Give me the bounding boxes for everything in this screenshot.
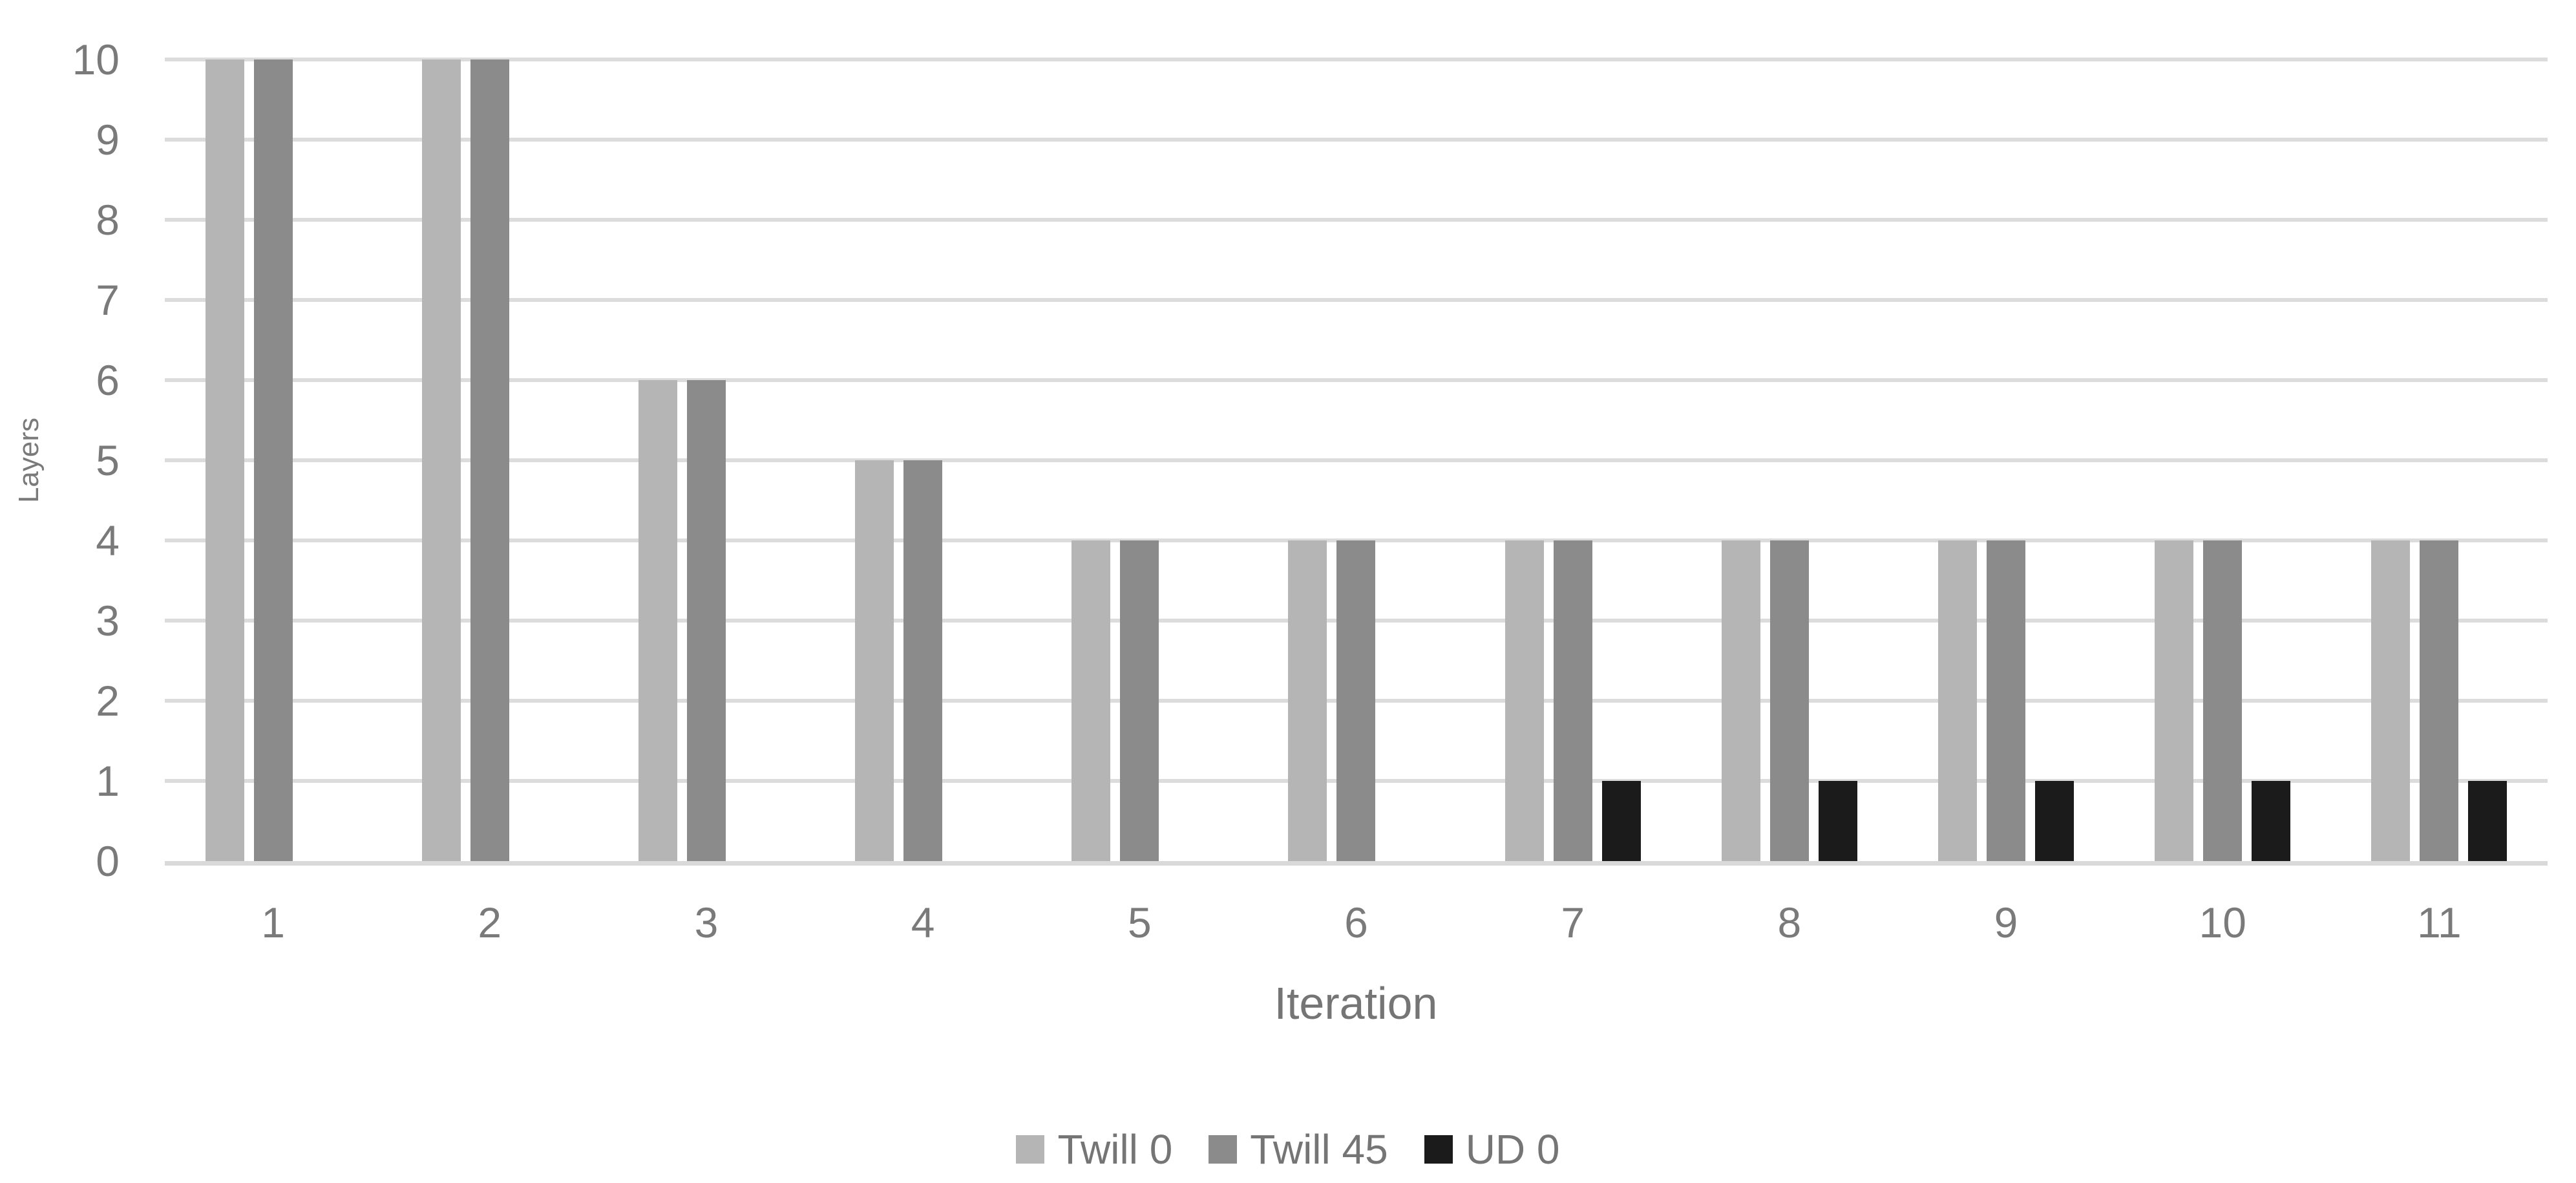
y-tick-label-1: 1 bbox=[96, 757, 120, 805]
bar-twill-0-iter-11 bbox=[2371, 540, 2411, 861]
bar-twill-45-iter-5 bbox=[1120, 540, 1159, 861]
bar-twill-45-iter-2 bbox=[470, 59, 509, 861]
bar-twill-0-iter-3 bbox=[638, 380, 677, 861]
category-group-10 bbox=[2115, 59, 2331, 861]
bar-twill-45-iter-8 bbox=[1769, 540, 1809, 861]
legend-item-twill-45: Twill 45 bbox=[1209, 1129, 1388, 1170]
y-tick-label-2: 2 bbox=[96, 677, 120, 725]
bar-ud-0-iter-10 bbox=[2252, 781, 2291, 861]
bar-twill-45-iter-11 bbox=[2420, 540, 2459, 861]
legend-item-ud-0: UD 0 bbox=[1424, 1129, 1560, 1170]
legend-swatch-icon bbox=[1016, 1135, 1045, 1164]
bar-ud-0-iter-9 bbox=[2035, 781, 2075, 861]
y-tick-label-3: 3 bbox=[96, 597, 120, 645]
x-tick-label-5: 5 bbox=[1127, 899, 1152, 946]
category-group-7 bbox=[1464, 59, 1681, 861]
bar-ud-0-iter-11 bbox=[2468, 781, 2507, 861]
bar-twill-45-iter-4 bbox=[903, 460, 943, 861]
bar-twill-45-iter-10 bbox=[2203, 540, 2243, 861]
y-tick-label-7: 7 bbox=[96, 276, 120, 324]
bar-twill-0-iter-5 bbox=[1072, 540, 1111, 861]
bar-twill-0-iter-2 bbox=[421, 59, 461, 861]
category-group-2 bbox=[381, 59, 598, 861]
legend-swatch-icon bbox=[1209, 1135, 1238, 1164]
y-tick-label-9: 9 bbox=[96, 116, 120, 164]
bar-twill-45-iter-6 bbox=[1336, 540, 1376, 861]
y-tick-label-4: 4 bbox=[96, 517, 120, 564]
bar-twill-45-iter-9 bbox=[1987, 540, 2026, 861]
category-group-6 bbox=[1248, 59, 1464, 861]
legend-label: UD 0 bbox=[1465, 1126, 1560, 1173]
category-group-11 bbox=[2331, 59, 2548, 861]
x-tick-label-10: 10 bbox=[2199, 899, 2246, 946]
x-tick-label-7: 7 bbox=[1561, 899, 1585, 946]
gridline-y-8 bbox=[165, 218, 2548, 222]
legend-label: Twill 0 bbox=[1057, 1126, 1173, 1173]
category-group-3 bbox=[598, 59, 814, 861]
x-tick-label-1: 1 bbox=[261, 899, 285, 946]
category-group-1 bbox=[165, 59, 381, 861]
bar-twill-45-iter-1 bbox=[253, 59, 293, 861]
category-group-5 bbox=[1031, 59, 1248, 861]
x-axis-line bbox=[165, 861, 2548, 866]
x-tick-label-8: 8 bbox=[1777, 899, 1802, 946]
legend-label: Twill 45 bbox=[1250, 1126, 1388, 1173]
x-tick-label-11: 11 bbox=[2417, 899, 2462, 946]
category-group-9 bbox=[1897, 59, 2114, 861]
y-tick-label-0: 0 bbox=[96, 837, 120, 885]
x-tick-label-4: 4 bbox=[911, 899, 935, 946]
x-tick-label-2: 2 bbox=[478, 899, 502, 946]
y-tick-label-5: 5 bbox=[96, 436, 120, 484]
bar-twill-0-iter-10 bbox=[2155, 540, 2194, 861]
y-tick-label-8: 8 bbox=[96, 196, 120, 244]
bar-twill-0-iter-4 bbox=[855, 460, 894, 861]
gridline-y-10 bbox=[165, 58, 2548, 61]
x-tick-label-9: 9 bbox=[1994, 899, 2018, 946]
bar-ud-0-iter-8 bbox=[1818, 781, 1857, 861]
bar-twill-0-iter-8 bbox=[1721, 540, 1760, 861]
legend-item-twill-0: Twill 0 bbox=[1016, 1129, 1172, 1170]
category-group-8 bbox=[1681, 59, 1897, 861]
bar-twill-0-iter-1 bbox=[205, 59, 244, 861]
bar-twill-45-iter-3 bbox=[686, 380, 726, 861]
bar-twill-0-iter-9 bbox=[1938, 540, 1978, 861]
x-tick-label-3: 3 bbox=[694, 899, 719, 946]
bar-ud-0-iter-7 bbox=[1601, 781, 1641, 861]
gridline-y-5 bbox=[165, 458, 2548, 462]
x-tick-label-6: 6 bbox=[1344, 899, 1368, 946]
bar-twill-45-iter-7 bbox=[1553, 540, 1592, 861]
category-group-4 bbox=[815, 59, 1031, 861]
gridline-y-9 bbox=[165, 138, 2548, 142]
gridline-y-7 bbox=[165, 298, 2548, 302]
legend-swatch-icon bbox=[1424, 1135, 1453, 1164]
x-axis-title: Iteration bbox=[1274, 978, 1438, 1028]
plot-area bbox=[165, 58, 2548, 866]
legend: Twill 0 Twill 45 UD 0 bbox=[0, 1129, 2576, 1170]
y-tick-label-10: 10 bbox=[72, 36, 120, 83]
y-tick-label-6: 6 bbox=[96, 356, 120, 404]
bar-twill-0-iter-7 bbox=[1504, 540, 1544, 861]
bar-twill-0-iter-6 bbox=[1288, 540, 1327, 861]
gridline-y-6 bbox=[165, 378, 2548, 382]
